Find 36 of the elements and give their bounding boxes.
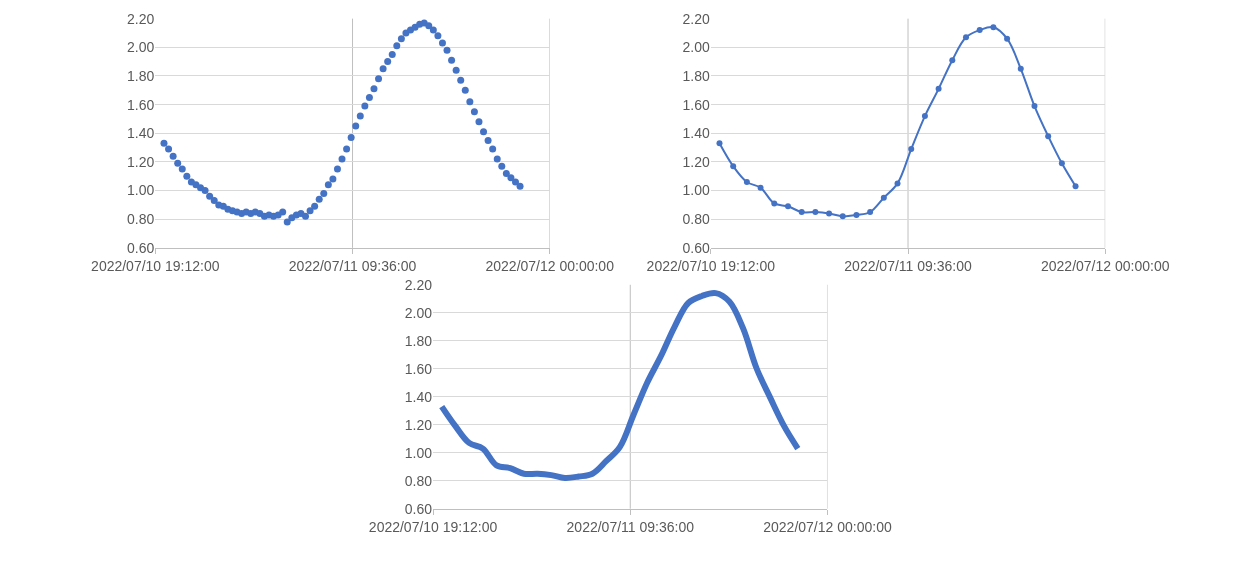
y-tick-label: 1.00 bbox=[127, 182, 155, 199]
y-tick-label: 0.60 bbox=[404, 500, 433, 517]
x-tick-label: 2022/07/10 19:12:00 bbox=[91, 257, 220, 274]
y-tick-label: 1.20 bbox=[682, 153, 711, 170]
x-tick-label: 2022/07/10 19:12:00 bbox=[368, 518, 498, 535]
x-tick-label: 2022/07/11 09:36:00 bbox=[844, 257, 972, 274]
y-tick-label: 1.00 bbox=[682, 182, 711, 199]
y-tick-label: 1.60 bbox=[682, 96, 711, 113]
x-tick-label: 2022/07/12 00:00:00 bbox=[485, 257, 615, 274]
x-tick-label: 2022/07/11 09:36:00 bbox=[288, 257, 417, 274]
y-tick-label: 2.00 bbox=[404, 304, 433, 321]
y-tick-label: 1.40 bbox=[127, 125, 155, 142]
y-tick-label: 1.60 bbox=[127, 96, 155, 113]
y-tick-label: 1.80 bbox=[127, 67, 155, 84]
y-tick-label: 1.80 bbox=[682, 67, 711, 84]
y-tick-label: 1.20 bbox=[127, 153, 155, 170]
y-tick-label: 0.60 bbox=[127, 239, 155, 256]
y-tick-label: 1.80 bbox=[404, 332, 433, 349]
y-tick-label: 1.00 bbox=[404, 444, 433, 461]
y-tick-label: 0.80 bbox=[682, 211, 711, 228]
x-tick-label: 2022/07/10 19:12:00 bbox=[646, 257, 776, 274]
y-tick-label: 0.60 bbox=[682, 239, 711, 256]
y-tick-label: 2.20 bbox=[127, 10, 155, 27]
x-tick-label: 2022/07/11 09:36:00 bbox=[566, 518, 695, 535]
y-tick-label: 2.20 bbox=[404, 276, 433, 293]
y-tick-label: 1.20 bbox=[404, 416, 433, 433]
y-tick-label: 2.20 bbox=[682, 10, 711, 27]
y-tick-label: 0.80 bbox=[127, 211, 155, 228]
y-tick-label: 0.80 bbox=[404, 472, 433, 489]
y-tick-label: 2.00 bbox=[682, 39, 711, 56]
y-tick-label: 1.60 bbox=[404, 360, 433, 377]
x-tick-label: 2022/07/12 00:00:00 bbox=[1041, 257, 1170, 274]
y-tick-label: 1.40 bbox=[404, 388, 433, 405]
y-tick-label: 1.40 bbox=[682, 125, 711, 142]
y-tick-label: 2.00 bbox=[127, 39, 155, 56]
x-tick-label: 2022/07/12 00:00:00 bbox=[763, 518, 892, 535]
